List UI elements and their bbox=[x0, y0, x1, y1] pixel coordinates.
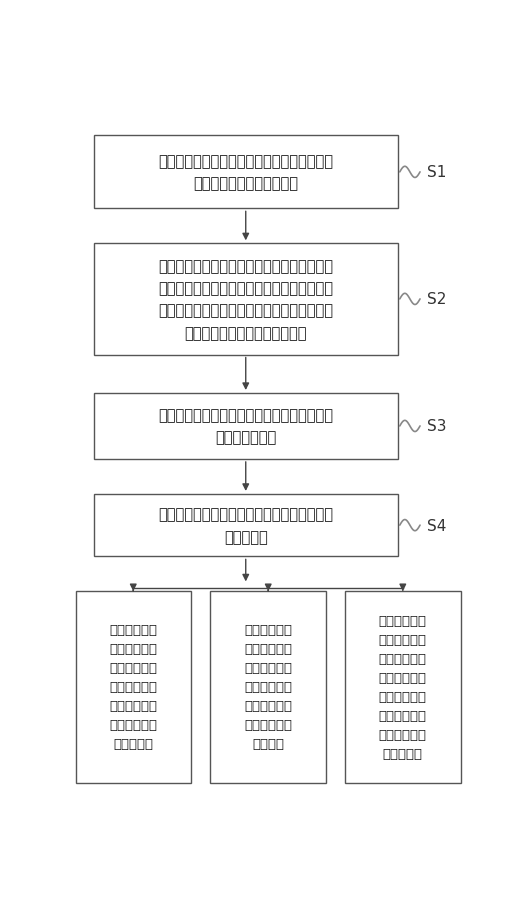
Text: 在相邻所述语音区之间建立缓冲区，将所述缓
冲区按照相邻语音区的数量等分为单元区域，
每个所述单元区域连接缓冲区对应的语音线路
和与邻近语音区相同的语音线路: 在相邻所述语音区之间建立缓冲区，将所述缓 冲区按照相邻语音区的数量等分为单元区域… bbox=[158, 259, 333, 340]
Bar bbox=[75, 591, 191, 783]
Text: S3: S3 bbox=[427, 419, 447, 434]
Text: S2: S2 bbox=[427, 292, 447, 307]
Text: 若进行对话的
用户分别处于
缓冲区和相邻
语音区，则用
户之间通过相
邻语音区对应
的语音线路进
行消息收发: 若进行对话的 用户分别处于 缓冲区和相邻 语音区，则用 户之间通过相 邻语音区对… bbox=[379, 614, 427, 760]
Bar bbox=[94, 136, 397, 209]
Bar bbox=[345, 591, 461, 783]
Bar bbox=[94, 494, 397, 557]
Bar bbox=[94, 244, 397, 355]
Text: S1: S1 bbox=[427, 165, 447, 181]
Text: 对处于有效对话距离范围内的用户相互之间订
阅语音消息: 对处于有效对话距离范围内的用户相互之间订 阅语音消息 bbox=[158, 507, 333, 545]
Text: 若进行对话的
用户均处于同
一语音区，则
用户之间通过
该语音区对应
的语音线路进
行消息收发: 若进行对话的 用户均处于同 一语音区，则 用户之间通过 该语音区对应 的语音线路… bbox=[109, 624, 157, 750]
Text: 在虚拟会场中建立若干语音区，设置每个语音
区连接一条独立的语音线路: 在虚拟会场中建立若干语音区，设置每个语音 区连接一条独立的语音线路 bbox=[158, 154, 333, 191]
Text: S4: S4 bbox=[427, 518, 447, 533]
Bar bbox=[210, 591, 326, 783]
Text: 设置有效对话距离，检测处于所述有效对话距
离范围内的用户: 设置有效对话距离，检测处于所述有效对话距 离范围内的用户 bbox=[158, 408, 333, 445]
Bar bbox=[94, 394, 397, 460]
Text: 若进行对话的
用户均处于同
一缓冲区，则
用户之间通过
缓冲区对应的
语音线路进行
消息收发: 若进行对话的 用户均处于同 一缓冲区，则 用户之间通过 缓冲区对应的 语音线路进… bbox=[244, 624, 292, 750]
